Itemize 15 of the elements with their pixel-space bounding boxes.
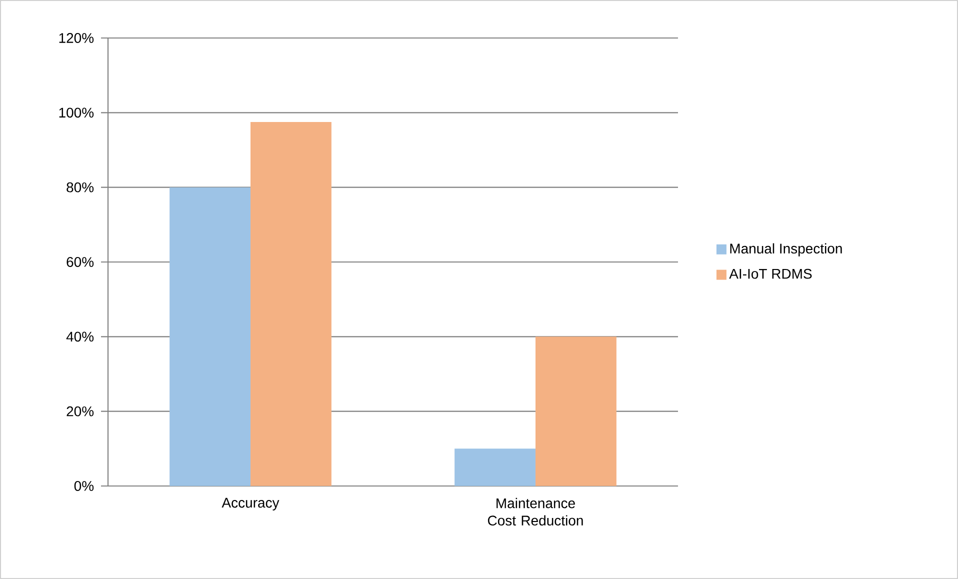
bar [170, 187, 251, 486]
y-tick-label: 120% [59, 33, 94, 43]
bar [250, 122, 332, 486]
legend-label: AI-IoT RDMS [729, 268, 812, 279]
y-tick-label: 0% [74, 481, 94, 491]
x-tick-label: Maintenance Cost Reduction [488, 498, 583, 526]
y-tick-label: 40% [66, 332, 94, 342]
y-tick-label: 80% [66, 182, 94, 192]
y-tick-label: 100% [59, 108, 94, 118]
y-tick-label: 60% [66, 257, 94, 267]
bar [454, 448, 536, 486]
bar [536, 336, 616, 486]
legend-label: Manual Inspection [730, 243, 842, 256]
y-tick-label: 20% [66, 406, 94, 416]
x-tick-label: Accuracy [222, 498, 280, 510]
